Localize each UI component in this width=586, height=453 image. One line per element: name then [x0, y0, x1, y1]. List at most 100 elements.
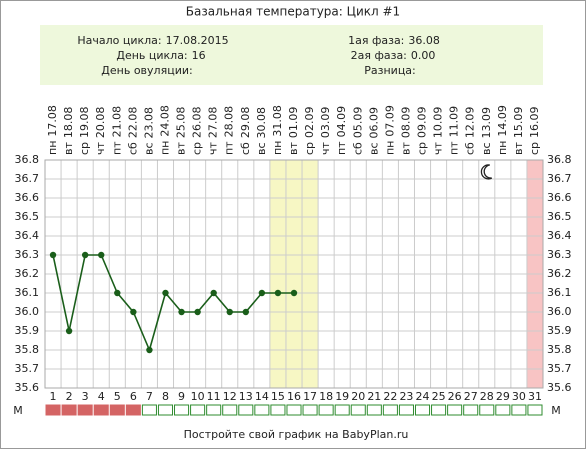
date: 28.08	[223, 106, 236, 138]
x-tick-label: 8	[162, 390, 169, 403]
day-box	[447, 404, 463, 416]
date: 08.09	[399, 107, 412, 139]
x-tick-label: 27	[464, 390, 478, 403]
plot-border	[44, 159, 544, 389]
date: 23.08	[142, 107, 155, 139]
x-tick-label: 9	[178, 390, 185, 403]
day-box	[527, 404, 543, 416]
day-box	[174, 404, 190, 416]
day-box	[414, 404, 431, 416]
weekday: вт	[62, 142, 75, 155]
day-box	[334, 404, 350, 416]
weekday: вс	[480, 142, 493, 155]
info-line: День овуляции:	[101, 64, 192, 77]
temperature-point	[98, 251, 105, 259]
x-tick-label: 31	[528, 390, 542, 403]
date-label: пт 04.09	[335, 106, 348, 155]
day-box	[93, 404, 109, 416]
y-tick-label: 36.3	[15, 248, 40, 261]
info-box	[40, 25, 543, 85]
date-label: пн 17.08	[46, 105, 59, 155]
date-label: сб 29.08	[239, 107, 252, 155]
weekday: пн	[383, 141, 396, 155]
day-box	[206, 404, 222, 416]
info-value: 17.08.2015	[166, 34, 229, 47]
x-tick-label: 3	[82, 390, 89, 403]
day-box	[61, 404, 77, 416]
info-label: День овуляции:	[101, 64, 192, 77]
weekday: пт	[223, 141, 236, 155]
day-box	[511, 404, 527, 416]
day-box	[302, 404, 318, 416]
weekday: чт	[319, 142, 332, 155]
day-box	[479, 404, 495, 416]
y-tick-label: 36.1	[15, 286, 40, 299]
x-tick-label: 19	[335, 390, 349, 403]
y-tick-label-right: 35.7	[547, 362, 572, 375]
temperature-point	[49, 251, 57, 259]
weekday: пн	[496, 141, 509, 155]
date-label: вс 30.08	[255, 107, 268, 155]
y-tick-label-right: 36.7	[547, 172, 572, 185]
info-label: 1ая фаза:	[348, 34, 404, 47]
x-tick-label: 30	[512, 390, 526, 403]
row-label: М	[13, 404, 23, 417]
info-value: 16	[192, 49, 206, 62]
day-box	[270, 404, 286, 416]
x-tick-label: 1	[50, 390, 57, 403]
date-label: чт 27.08	[207, 107, 220, 155]
day-box	[398, 404, 414, 416]
x-tick-label: 6	[130, 390, 137, 403]
y-tick-label-right: 36.6	[547, 191, 572, 204]
date-label: вт 08.09	[399, 107, 412, 155]
date-label: ср 19.08	[78, 106, 91, 155]
footer: Постройте свой график на BabyPlan.ru	[184, 428, 409, 441]
weekday: ср	[191, 142, 204, 155]
y-tick-label: 36.0	[15, 305, 40, 318]
info-line: 1ая фаза: 36.08	[348, 34, 440, 47]
weekday: вт	[512, 142, 525, 155]
weekday: ср	[303, 142, 316, 155]
date-label: вс 06.09	[367, 107, 380, 155]
date-label: пт 28.08	[223, 106, 236, 155]
weekday: вт	[399, 142, 412, 155]
date: 04.09	[335, 106, 348, 138]
temperature-point	[65, 327, 73, 335]
y-tick-label: 35.7	[15, 362, 40, 375]
temperature-point	[130, 308, 137, 316]
y-tick-label: 36.5	[15, 210, 40, 223]
date-label: вт 18.08	[62, 107, 75, 155]
x-tick-label: 5	[114, 390, 121, 403]
temperature-point	[194, 308, 201, 316]
chart-title: Базальная температура: Цикл #1	[186, 5, 400, 19]
day-box	[157, 404, 174, 416]
weekday: вс	[255, 142, 268, 155]
date-label: пт 21.08	[110, 106, 123, 155]
day-box	[382, 404, 398, 416]
date-label: вс 13.09	[480, 107, 493, 155]
y-tick-label: 35.8	[15, 343, 40, 356]
y-tick-label: 36.2	[15, 267, 40, 280]
info-label: 2ая фаза:	[351, 49, 407, 62]
x-tick-label: 25	[432, 390, 446, 403]
date-label: чт 20.08	[94, 107, 107, 155]
date: 27.08	[207, 107, 220, 139]
date: 07.09	[383, 105, 396, 137]
x-tick-label: 26	[448, 390, 462, 403]
day-box	[286, 404, 302, 416]
x-tick-label: 4	[98, 390, 105, 403]
info-line: 2ая фаза: 0.00	[351, 49, 436, 62]
x-tick-label: 14	[255, 390, 269, 403]
x-tick-label: 20	[351, 390, 365, 403]
x-tick-label: 7	[146, 390, 153, 403]
date-label: ср 02.09	[303, 106, 316, 155]
date-label: вс 23.08	[142, 107, 155, 155]
weekday: пт	[448, 141, 461, 155]
moon-icon	[480, 164, 493, 180]
x-tick-label: 11	[207, 390, 221, 403]
weekday: сб	[351, 142, 364, 155]
y-tick-label-right: 36.1	[547, 286, 572, 299]
date: 02.09	[303, 106, 316, 138]
day-box	[141, 404, 157, 416]
